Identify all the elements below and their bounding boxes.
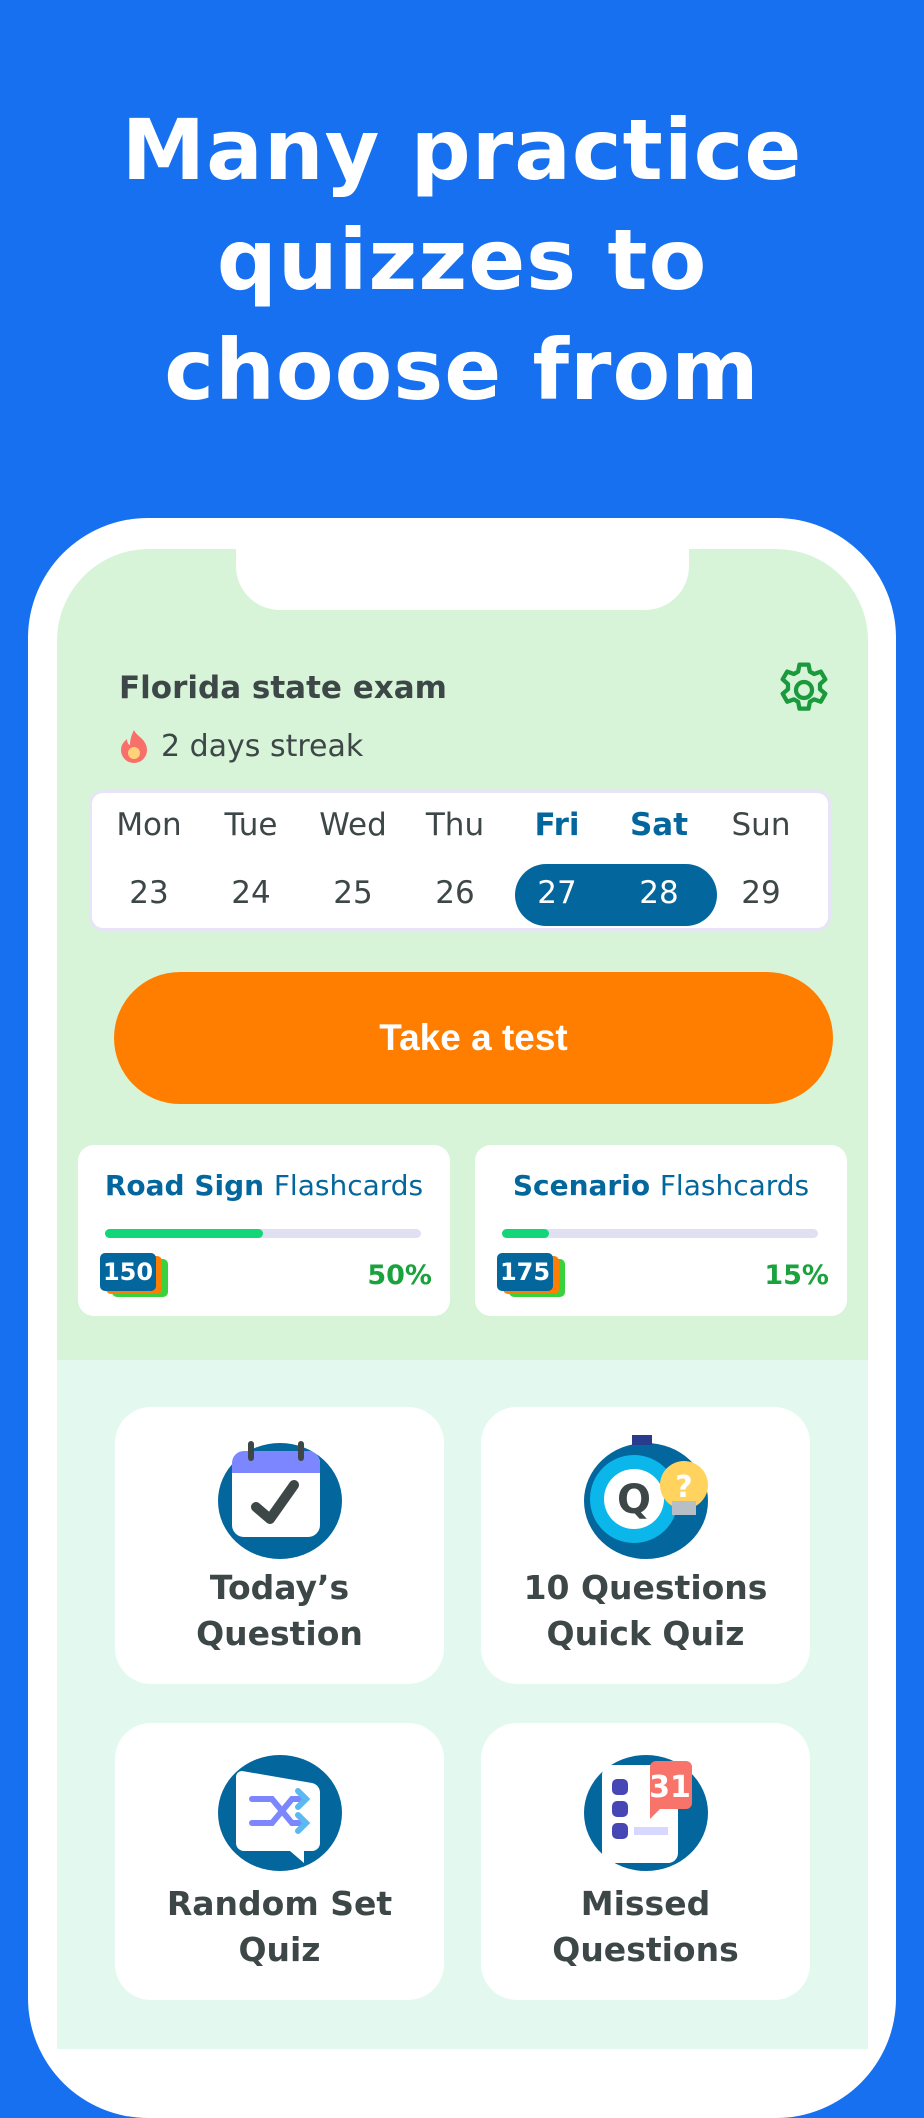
road-sign-flashcards-card[interactable]: Road Sign Flashcards 150 50% bbox=[78, 1145, 450, 1316]
shuffle-icon bbox=[218, 1755, 342, 1871]
headline-line-1: Many practice bbox=[121, 101, 803, 199]
card-percent: 15% bbox=[764, 1260, 829, 1291]
headline-line-2: quizzes to bbox=[216, 211, 708, 309]
todays-question-tile[interactable]: Today’s Question bbox=[115, 1407, 444, 1684]
missed-list-icon: 31 bbox=[584, 1755, 708, 1871]
random-set-quiz-tile[interactable]: Random Set Quiz bbox=[115, 1723, 444, 2000]
tile-label-line-1: Missed bbox=[580, 1884, 711, 1923]
selected-range bbox=[515, 864, 717, 926]
day-name-sun: Sun bbox=[731, 807, 791, 843]
progress-fill bbox=[502, 1229, 550, 1238]
headline-line-3: choose from bbox=[164, 321, 760, 419]
gear-icon[interactable] bbox=[772, 658, 836, 722]
day-date[interactable]: 27 bbox=[537, 875, 577, 911]
day-date[interactable]: 24 bbox=[231, 875, 271, 911]
card-count: 150 bbox=[100, 1253, 156, 1291]
tile-label-line-2: Quick Quiz bbox=[546, 1614, 745, 1653]
tile-label: Random Set Quiz bbox=[115, 1881, 444, 1973]
day-date[interactable]: 28 bbox=[639, 875, 679, 911]
week-calendar: Mon 23 Tue 24 Wed 25 Thu 26 Fri 27 Sat 28 Sun 29 bbox=[89, 790, 831, 931]
day-name-mon: Mon bbox=[116, 807, 182, 843]
phone-notch bbox=[236, 549, 689, 610]
card-title-rest: Flashcards bbox=[659, 1169, 810, 1202]
day-name-wed: Wed bbox=[319, 807, 387, 843]
progress-bar bbox=[502, 1229, 818, 1238]
tile-label: Today’s Question bbox=[115, 1565, 444, 1657]
streak-text: 2 days streak bbox=[161, 728, 364, 764]
day-name-sat: Sat bbox=[629, 807, 689, 843]
missed-count-badge: 31 bbox=[649, 1770, 691, 1805]
day-name-fri: Fri bbox=[534, 807, 580, 843]
tile-label-line-2: Questions bbox=[552, 1930, 739, 1969]
day-name-tue: Tue bbox=[224, 807, 278, 843]
stopwatch-quiz-icon: Q? bbox=[584, 1435, 708, 1559]
card-title-bold: Road Sign bbox=[104, 1169, 265, 1202]
take-test-button[interactable]: Take a test bbox=[114, 972, 833, 1104]
card-count: 175 bbox=[497, 1253, 553, 1291]
streak: 2 days streak bbox=[117, 728, 363, 764]
tile-label: 10 Questions Quick Quiz bbox=[481, 1565, 810, 1657]
quick-quiz-tile[interactable]: Q? 10 Questions Quick Quiz bbox=[481, 1407, 810, 1684]
day-date[interactable]: 23 bbox=[129, 875, 169, 911]
card-percent: 50% bbox=[367, 1260, 432, 1291]
scenario-flashcards-card[interactable]: Scenario Flashcards 175 15% bbox=[475, 1145, 847, 1316]
tile-label-line-1: Random Set bbox=[166, 1884, 393, 1923]
card-title: Road Sign Flashcards bbox=[78, 1169, 450, 1202]
svg-text:Q: Q bbox=[617, 1477, 651, 1523]
tile-label-line-1: 10 Questions bbox=[523, 1568, 768, 1607]
missed-questions-tile[interactable]: 31 Missed Questions bbox=[481, 1723, 810, 2000]
tile-label-line-1: Today’s bbox=[209, 1568, 350, 1607]
card-title-bold: Scenario bbox=[512, 1169, 651, 1202]
tile-label-line-2: Quiz bbox=[238, 1930, 321, 1969]
cards-stack-icon: 150 bbox=[100, 1253, 170, 1297]
tile-label: Missed Questions bbox=[481, 1881, 810, 1973]
tile-label-line-2: Question bbox=[196, 1614, 363, 1653]
card-title-rest: Flashcards bbox=[273, 1169, 424, 1202]
cards-stack-icon: 175 bbox=[497, 1253, 567, 1297]
day-date[interactable]: 26 bbox=[435, 875, 475, 911]
svg-text:?: ? bbox=[675, 1470, 692, 1505]
day-date[interactable]: 25 bbox=[333, 875, 373, 911]
day-date[interactable]: 29 bbox=[741, 875, 781, 911]
headline: Many practice quizzes to choose from bbox=[0, 95, 924, 425]
exam-title: Florida state exam bbox=[119, 670, 447, 706]
day-name-thu: Thu bbox=[425, 807, 485, 843]
calendar-check-icon bbox=[218, 1441, 342, 1559]
progress-bar bbox=[105, 1229, 421, 1238]
card-title: Scenario Flashcards bbox=[475, 1169, 847, 1202]
progress-fill bbox=[105, 1229, 263, 1238]
fire-icon bbox=[121, 730, 147, 763]
